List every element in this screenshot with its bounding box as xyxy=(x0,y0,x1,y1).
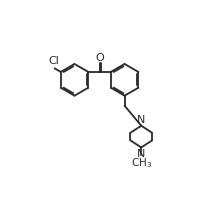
Text: Cl: Cl xyxy=(48,56,59,66)
Text: N: N xyxy=(137,149,145,159)
Text: CH$_3$: CH$_3$ xyxy=(131,156,152,170)
Text: N: N xyxy=(137,115,145,125)
Text: O: O xyxy=(96,53,105,63)
